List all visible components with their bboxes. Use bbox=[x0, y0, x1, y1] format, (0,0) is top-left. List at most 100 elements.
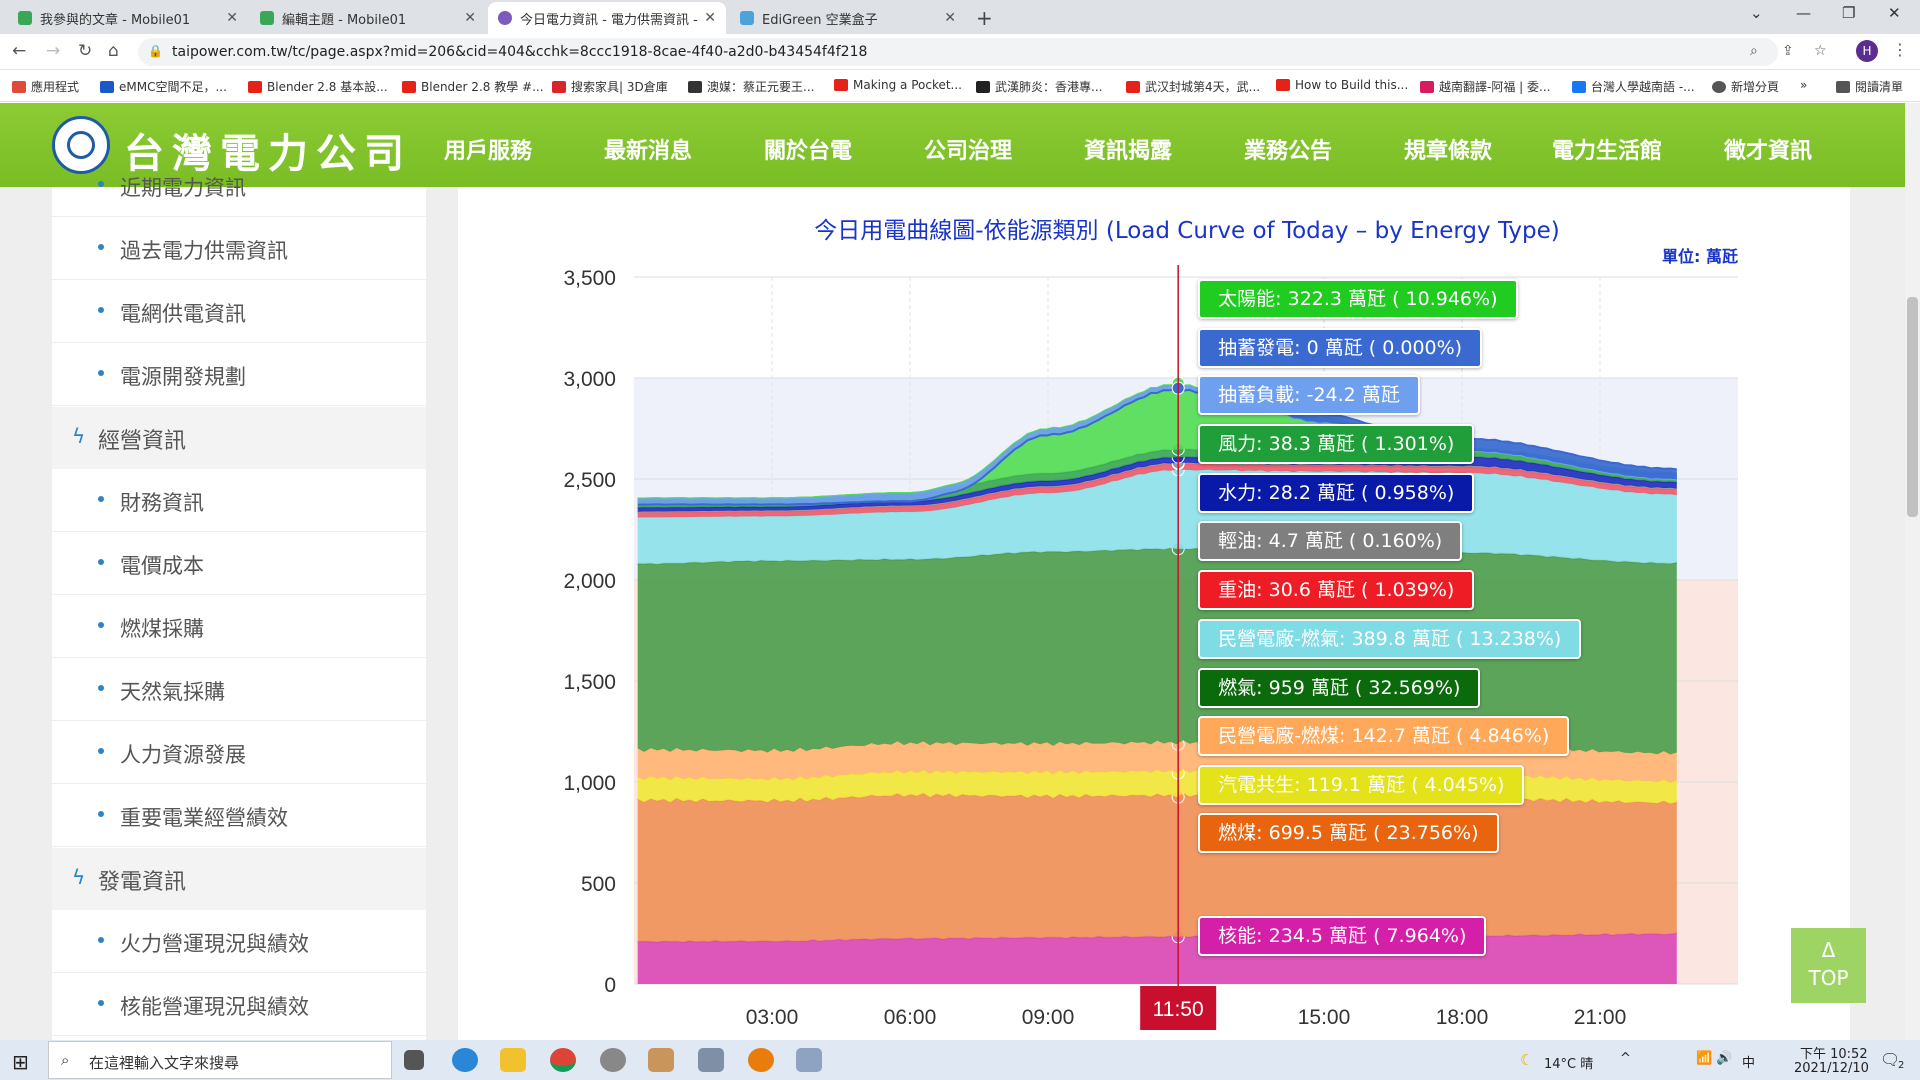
bookmark-item[interactable]: Blender 2.8 基本設... bbox=[248, 78, 388, 95]
back-icon[interactable]: ← bbox=[12, 41, 27, 61]
mobile01-favicon-icon bbox=[260, 11, 274, 25]
taskbar-search[interactable]: ⌕ 在這裡輸入文字來搜尋 bbox=[48, 1041, 392, 1079]
weather-icon[interactable]: ☾ bbox=[1520, 1051, 1534, 1069]
home-icon[interactable]: ⌂ bbox=[108, 41, 119, 61]
bookmark-item[interactable]: 武漢肺炎：香港專... bbox=[976, 78, 1102, 95]
nav-item[interactable]: 規章條款 bbox=[1404, 139, 1493, 164]
chart-panel: 0 500 1,000 1,500 2,000 2,500 3,000 3,500 03:00 0… bbox=[458, 187, 1850, 1040]
bookmark-item[interactable]: How to Build this... bbox=[1276, 78, 1408, 92]
sidebar-category[interactable]: ϟ 經營資訊 bbox=[52, 407, 426, 469]
app-icon[interactable] bbox=[698, 1048, 724, 1072]
tooltip-item: 太陽能: 322.3 萬瓩 ( 10.946%) bbox=[1198, 279, 1518, 319]
reading-list[interactable]: 閱讀清單 bbox=[1836, 78, 1903, 95]
sidebar-item[interactable]: 火力營運現況與績效 bbox=[52, 911, 426, 973]
reload-icon[interactable]: ↻ bbox=[78, 41, 93, 61]
share-icon[interactable]: ⇪ bbox=[1782, 43, 1794, 59]
browser-tab[interactable]: 我參與的文章 - Mobile01 ✕ bbox=[8, 2, 248, 34]
y-tick-label: 1,000 bbox=[563, 772, 616, 795]
app-icon[interactable] bbox=[648, 1048, 674, 1072]
tooltip-item: 民營電廠-燃氣: 389.8 萬瓩 ( 13.238%) bbox=[1198, 619, 1582, 659]
bookmark-favicon-icon bbox=[976, 80, 990, 93]
app-icon[interactable] bbox=[600, 1048, 626, 1072]
browser-tab[interactable]: EdiGreen 空業盒子 ✕ bbox=[730, 2, 966, 34]
series-line-6 bbox=[637, 468, 1677, 519]
minimize-icon[interactable]: — bbox=[1796, 4, 1811, 22]
bookmark-item[interactable]: 新增分頁 bbox=[1712, 78, 1779, 95]
close-window-icon[interactable]: ✕ bbox=[1888, 4, 1901, 22]
browser-tab[interactable]: 編輯主題 - Mobile01 ✕ bbox=[250, 2, 486, 34]
nav-item[interactable]: 業務公告 bbox=[1244, 139, 1333, 164]
notification-icon[interactable]: 🗨 bbox=[1880, 1050, 1901, 1069]
bookmarks-overflow-icon[interactable]: » bbox=[1800, 78, 1808, 92]
page-scrollbar[interactable] bbox=[1905, 103, 1920, 1040]
sidebar-item[interactable]: 人力資源發展 bbox=[52, 722, 426, 784]
blender-icon[interactable] bbox=[748, 1048, 774, 1072]
sidebar-item[interactable]: 燃煤採購 bbox=[52, 596, 426, 658]
edge-icon[interactable] bbox=[452, 1048, 478, 1072]
profile-avatar[interactable]: H bbox=[1856, 40, 1878, 62]
sidebar-category[interactable]: ϟ 發電資訊 bbox=[52, 848, 426, 910]
sidebar-item[interactable]: 電價成本 bbox=[52, 533, 426, 595]
browser-tab-active[interactable]: 今日電力資訊 - 電力供需資訊 - 3 ✕ bbox=[488, 2, 726, 34]
bookmark-item[interactable]: 台灣人學越南語 -... bbox=[1572, 78, 1695, 95]
bookmark-item[interactable]: 應用程式 bbox=[12, 78, 79, 95]
bookmark-item[interactable]: Making a Pocket... bbox=[834, 78, 962, 92]
sidebar-item[interactable]: 天然氣採購 bbox=[52, 659, 426, 721]
sidebar-item[interactable]: 過去電力供需資訊 bbox=[52, 218, 426, 280]
browser-menu-icon[interactable]: ⋮ bbox=[1892, 40, 1908, 59]
nav-item[interactable]: 公司治理 bbox=[924, 139, 1013, 164]
nav-item[interactable]: 電力生活館 bbox=[1552, 139, 1663, 164]
nav-item[interactable]: 關於台電 bbox=[764, 139, 853, 164]
back-to-top-button[interactable]: Δ TOP bbox=[1791, 928, 1866, 1003]
bookmark-item[interactable]: 搜索家具| 3D倉庫 bbox=[552, 78, 668, 95]
close-tab-icon[interactable]: ✕ bbox=[226, 10, 238, 26]
y-tick-label: 3,500 bbox=[563, 267, 616, 290]
taipower-logo-icon[interactable] bbox=[52, 116, 110, 174]
network-icon[interactable]: 📶 bbox=[1696, 1051, 1713, 1066]
chrome-icon[interactable] bbox=[550, 1048, 576, 1072]
sidebar-item[interactable]: 電網供電資訊 bbox=[52, 281, 426, 343]
bookmark-item[interactable]: 越南翻譯-阿福 | 委... bbox=[1420, 78, 1550, 95]
sidebar-item[interactable]: 財務資訊 bbox=[52, 470, 426, 532]
weather-text[interactable]: 14°C 晴 bbox=[1544, 1057, 1594, 1072]
file-explorer-icon[interactable] bbox=[500, 1048, 526, 1072]
sidebar-item[interactable]: 近期電力資訊 bbox=[52, 155, 426, 217]
restore-icon[interactable]: ❐ bbox=[1842, 4, 1856, 22]
ime-indicator[interactable]: 中 bbox=[1742, 1056, 1756, 1071]
clock-time[interactable]: 下午 10:52 bbox=[1800, 1047, 1868, 1062]
bookmark-favicon-icon bbox=[688, 80, 702, 93]
bookmark-item[interactable]: eMMC空間不足，... bbox=[100, 78, 227, 95]
nav-item[interactable]: 徵才資訊 bbox=[1724, 139, 1813, 164]
new-tab-icon[interactable]: + bbox=[976, 6, 993, 30]
sidebar-item[interactable]: 重要電業經營績效 bbox=[52, 785, 426, 847]
app-icon[interactable] bbox=[796, 1048, 822, 1072]
series-line-13 bbox=[637, 387, 1677, 506]
url-text[interactable]: taipower.com.tw/tc/page.aspx?mid=206&cid… bbox=[172, 44, 868, 60]
clock-date[interactable]: 2021/12/10 bbox=[1794, 1061, 1869, 1076]
x-tick-label: 15:00 bbox=[1298, 1006, 1351, 1029]
sidebar-item[interactable]: 電源開發規劃 bbox=[52, 344, 426, 406]
bookmark-item[interactable]: 澳媒：蔡正元要王... bbox=[688, 78, 814, 95]
tray-chevron-icon[interactable]: ^ bbox=[1620, 1051, 1631, 1066]
bookmark-item[interactable]: 武汉封城第4天，武... bbox=[1126, 78, 1260, 95]
bullet-icon bbox=[98, 622, 104, 628]
site-logo-text[interactable]: 台灣電力公司 bbox=[124, 130, 412, 177]
tab-search-chevron-icon[interactable]: ⌄ bbox=[1750, 4, 1763, 22]
bookmark-item[interactable]: Blender 2.8 教學 #... bbox=[402, 78, 544, 95]
tooltip-item: 民營電廠-燃煤: 142.7 萬瓩 ( 4.846%) bbox=[1198, 716, 1570, 756]
scrollbar-thumb[interactable] bbox=[1907, 297, 1918, 517]
task-view-icon[interactable] bbox=[404, 1050, 424, 1070]
volume-icon[interactable]: 🔊 bbox=[1716, 1051, 1733, 1066]
close-tab-icon[interactable]: ✕ bbox=[944, 10, 956, 26]
close-tab-icon[interactable]: ✕ bbox=[704, 10, 716, 26]
url-field[interactable]: 🔒 taipower.com.tw/tc/page.aspx?mid=206&c… bbox=[138, 38, 1827, 66]
close-tab-icon[interactable]: ✕ bbox=[464, 10, 476, 26]
nav-item-active[interactable]: 資訊揭露 bbox=[1084, 139, 1173, 164]
nav-item[interactable]: 用戶服務 bbox=[444, 139, 533, 164]
zoom-icon[interactable]: ⌕ bbox=[1750, 43, 1758, 59]
nav-item[interactable]: 最新消息 bbox=[604, 139, 693, 164]
bookmark-star-icon[interactable]: ☆ bbox=[1814, 43, 1827, 59]
sidebar-item[interactable]: 核能營運現況與績效 bbox=[52, 974, 426, 1036]
windows-start-icon[interactable]: ⊞ bbox=[12, 1050, 29, 1074]
forward-icon[interactable]: → bbox=[46, 41, 61, 61]
